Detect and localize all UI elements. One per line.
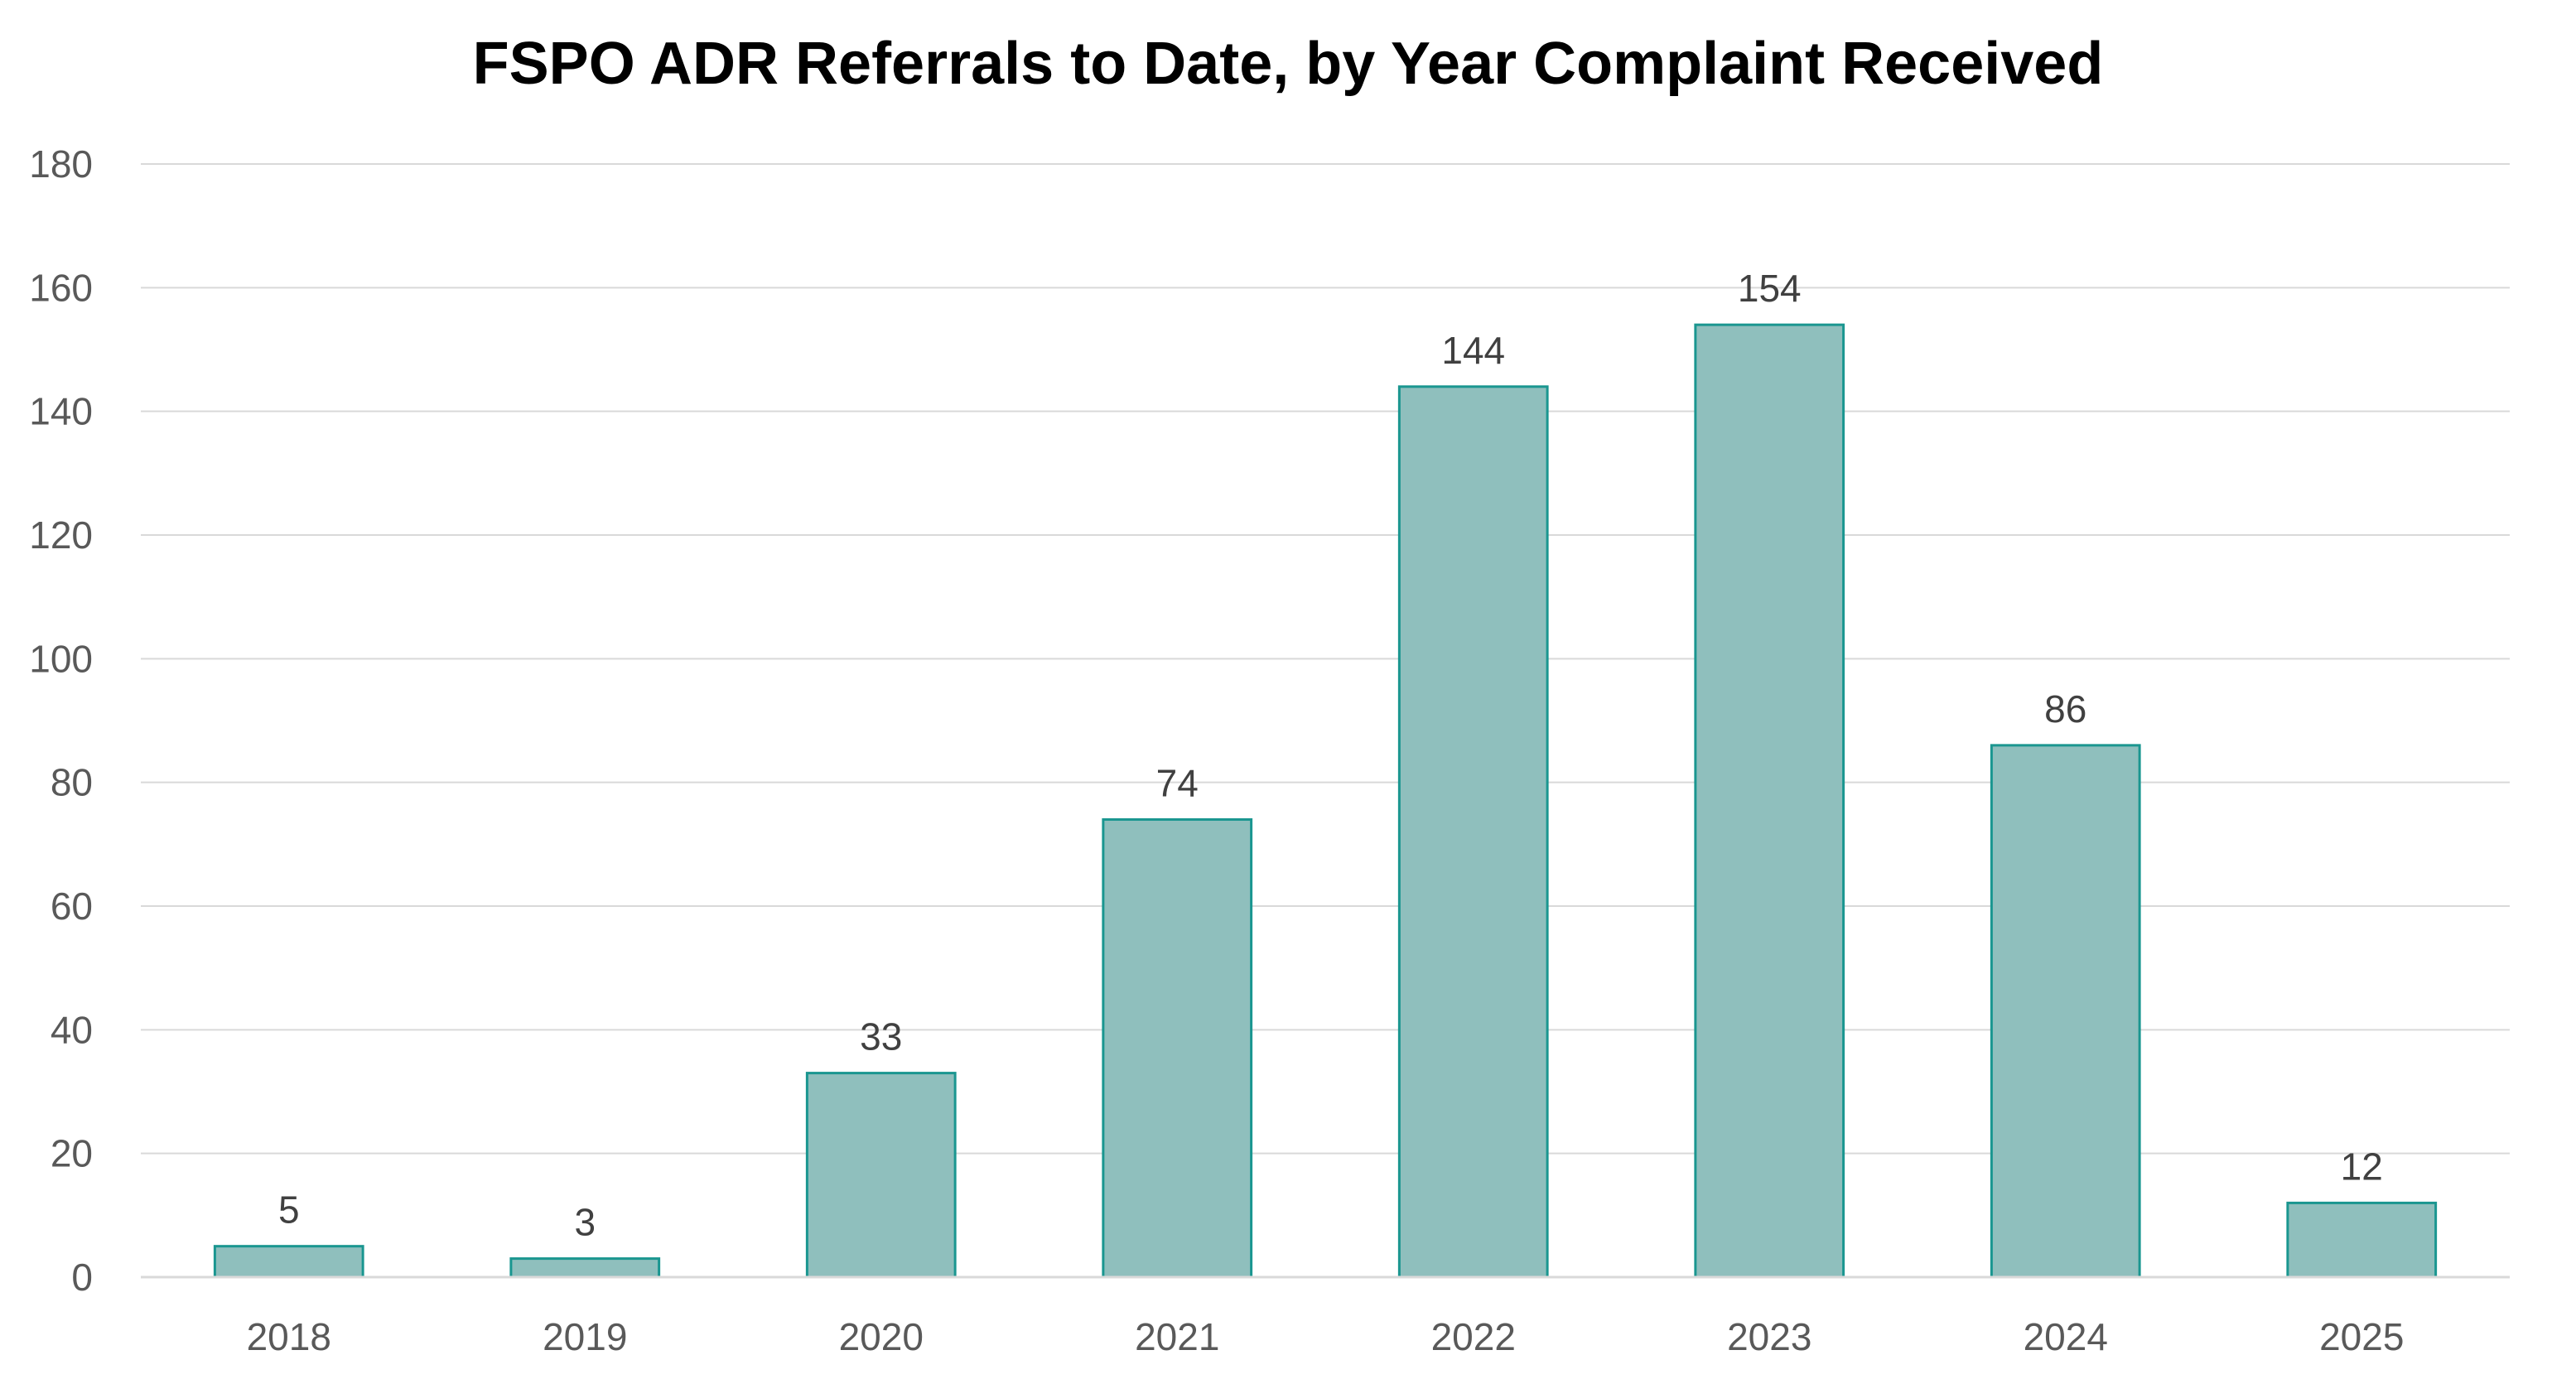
y-tick-label: 80 <box>51 761 93 804</box>
gridlines <box>141 163 2510 1155</box>
y-tick-label: 0 <box>71 1256 93 1299</box>
bar <box>1397 385 1549 1279</box>
bar <box>1102 817 1253 1279</box>
bar <box>213 1245 364 1279</box>
x-tick-label: 2022 <box>1431 1315 1516 1358</box>
axes: 0 20 40 60 80 100 120 140 160 180 2018 2019 2020 2021… <box>29 142 2510 1358</box>
x-tick-label: 2021 <box>1135 1315 1219 1358</box>
x-tick-label: 2019 <box>543 1315 627 1358</box>
data-label: 5 <box>278 1189 300 1232</box>
y-tick-label: 60 <box>51 885 93 928</box>
y-tick-label: 180 <box>29 142 93 186</box>
x-tick-label: 2023 <box>1727 1315 1811 1358</box>
bar <box>1694 323 1845 1279</box>
y-tick-label: 100 <box>29 637 93 680</box>
y-tick-label: 140 <box>29 390 93 433</box>
y-tick-label: 20 <box>51 1132 93 1175</box>
x-tick-label: 2018 <box>247 1315 331 1358</box>
data-label: 86 <box>2044 687 2086 730</box>
chart-title: FSPO ADR Referrals to Date, by Year Comp… <box>472 31 2104 97</box>
y-tick-label: 120 <box>29 514 93 557</box>
x-tick-label: 2024 <box>2024 1315 2108 1358</box>
data-label: 154 <box>1738 267 1802 310</box>
x-tick-label: 2020 <box>839 1315 924 1358</box>
bars <box>213 323 2438 1279</box>
bar <box>2286 1201 2438 1279</box>
y-tick-label: 160 <box>29 266 93 309</box>
data-label: 12 <box>2341 1145 2383 1188</box>
data-label: 144 <box>1441 329 1505 372</box>
y-tick-label: 40 <box>51 1008 93 1051</box>
bar <box>509 1257 661 1279</box>
data-label: 3 <box>574 1201 596 1244</box>
x-tick-label: 2025 <box>2319 1315 2404 1358</box>
bar <box>1990 744 2141 1279</box>
data-label: 74 <box>1156 761 1199 804</box>
data-label: 33 <box>860 1015 902 1058</box>
bar <box>805 1072 957 1279</box>
